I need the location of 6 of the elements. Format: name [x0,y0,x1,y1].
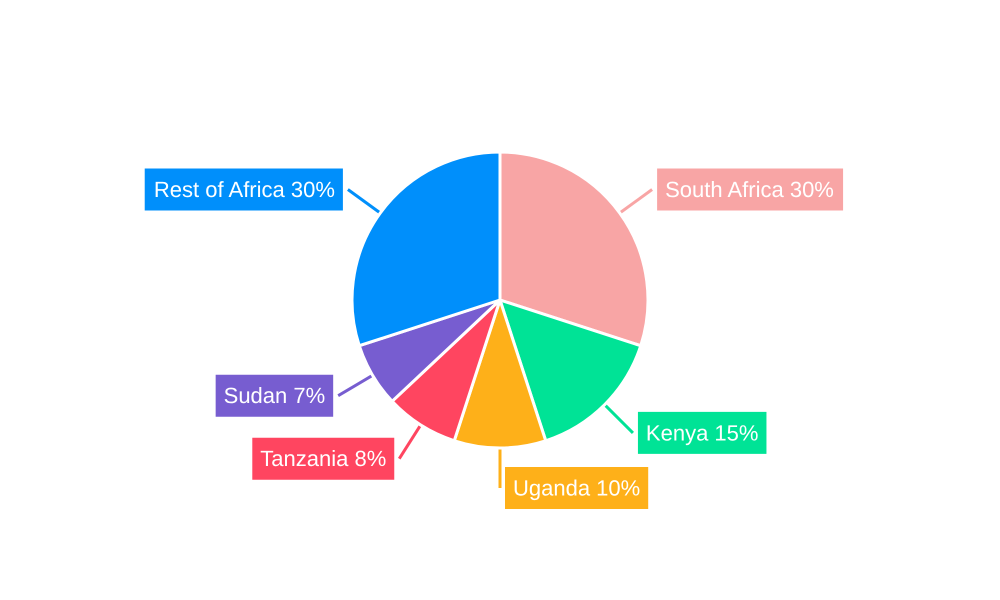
slice-label: Kenya 15% [646,420,758,446]
slice-label: Uganda 10% [513,476,640,500]
slice-label: Tanzania 8% [260,446,386,472]
slice-label: Sudan 7% [224,383,326,408]
slice-label: South Africa 30% [665,176,834,202]
slice-label: Rest of Africa 30% [154,176,335,202]
